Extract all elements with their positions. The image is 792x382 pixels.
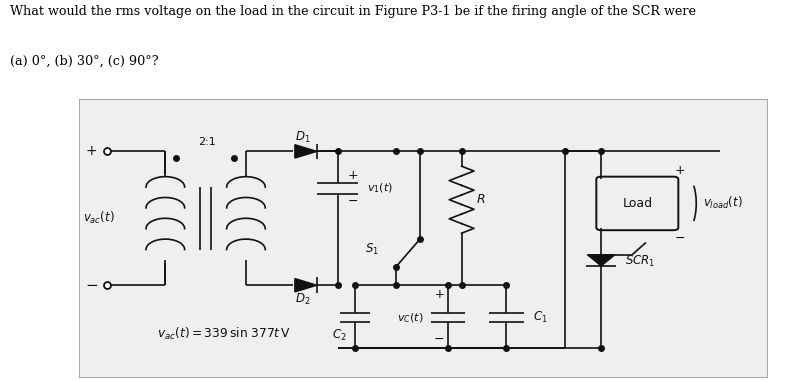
Text: +: + <box>348 169 359 182</box>
Text: $C_2$: $C_2$ <box>332 328 347 343</box>
Text: What would the rms voltage on the load in the circuit in Figure P3-1 be if the f: What would the rms voltage on the load i… <box>10 5 695 18</box>
Text: +: + <box>675 164 686 177</box>
Text: $C_1$: $C_1$ <box>532 311 547 325</box>
Polygon shape <box>295 145 317 158</box>
Text: $v_C(t)$: $v_C(t)$ <box>398 311 424 325</box>
Text: +: + <box>86 144 97 159</box>
Text: $D_2$: $D_2$ <box>295 292 311 307</box>
Text: +: + <box>435 288 444 301</box>
FancyBboxPatch shape <box>596 176 678 230</box>
Text: $v_{load}(t)$: $v_{load}(t)$ <box>703 195 743 212</box>
Polygon shape <box>295 278 317 292</box>
Text: $v_{ac}(t)$: $v_{ac}(t)$ <box>82 210 114 227</box>
Text: −: − <box>86 278 98 293</box>
Text: $SCR_1$: $SCR_1$ <box>625 254 656 269</box>
Text: $v_{ac}(t) = 339\,\sin\,377t\,\mathrm{V}$: $v_{ac}(t) = 339\,\sin\,377t\,\mathrm{V}… <box>157 325 291 342</box>
Text: $S_1$: $S_1$ <box>365 242 379 257</box>
Text: Load: Load <box>623 197 653 210</box>
Text: −: − <box>348 195 359 208</box>
Text: (a) 0°, (b) 30°, (c) 90°?: (a) 0°, (b) 30°, (c) 90°? <box>10 55 158 68</box>
Text: 2:1: 2:1 <box>198 137 215 147</box>
Text: −: − <box>675 232 686 245</box>
Text: $v_1(t)$: $v_1(t)$ <box>367 182 393 195</box>
Text: $D_1$: $D_1$ <box>295 130 311 145</box>
Text: R: R <box>477 193 485 206</box>
Text: −: − <box>434 332 444 345</box>
Polygon shape <box>588 255 615 266</box>
